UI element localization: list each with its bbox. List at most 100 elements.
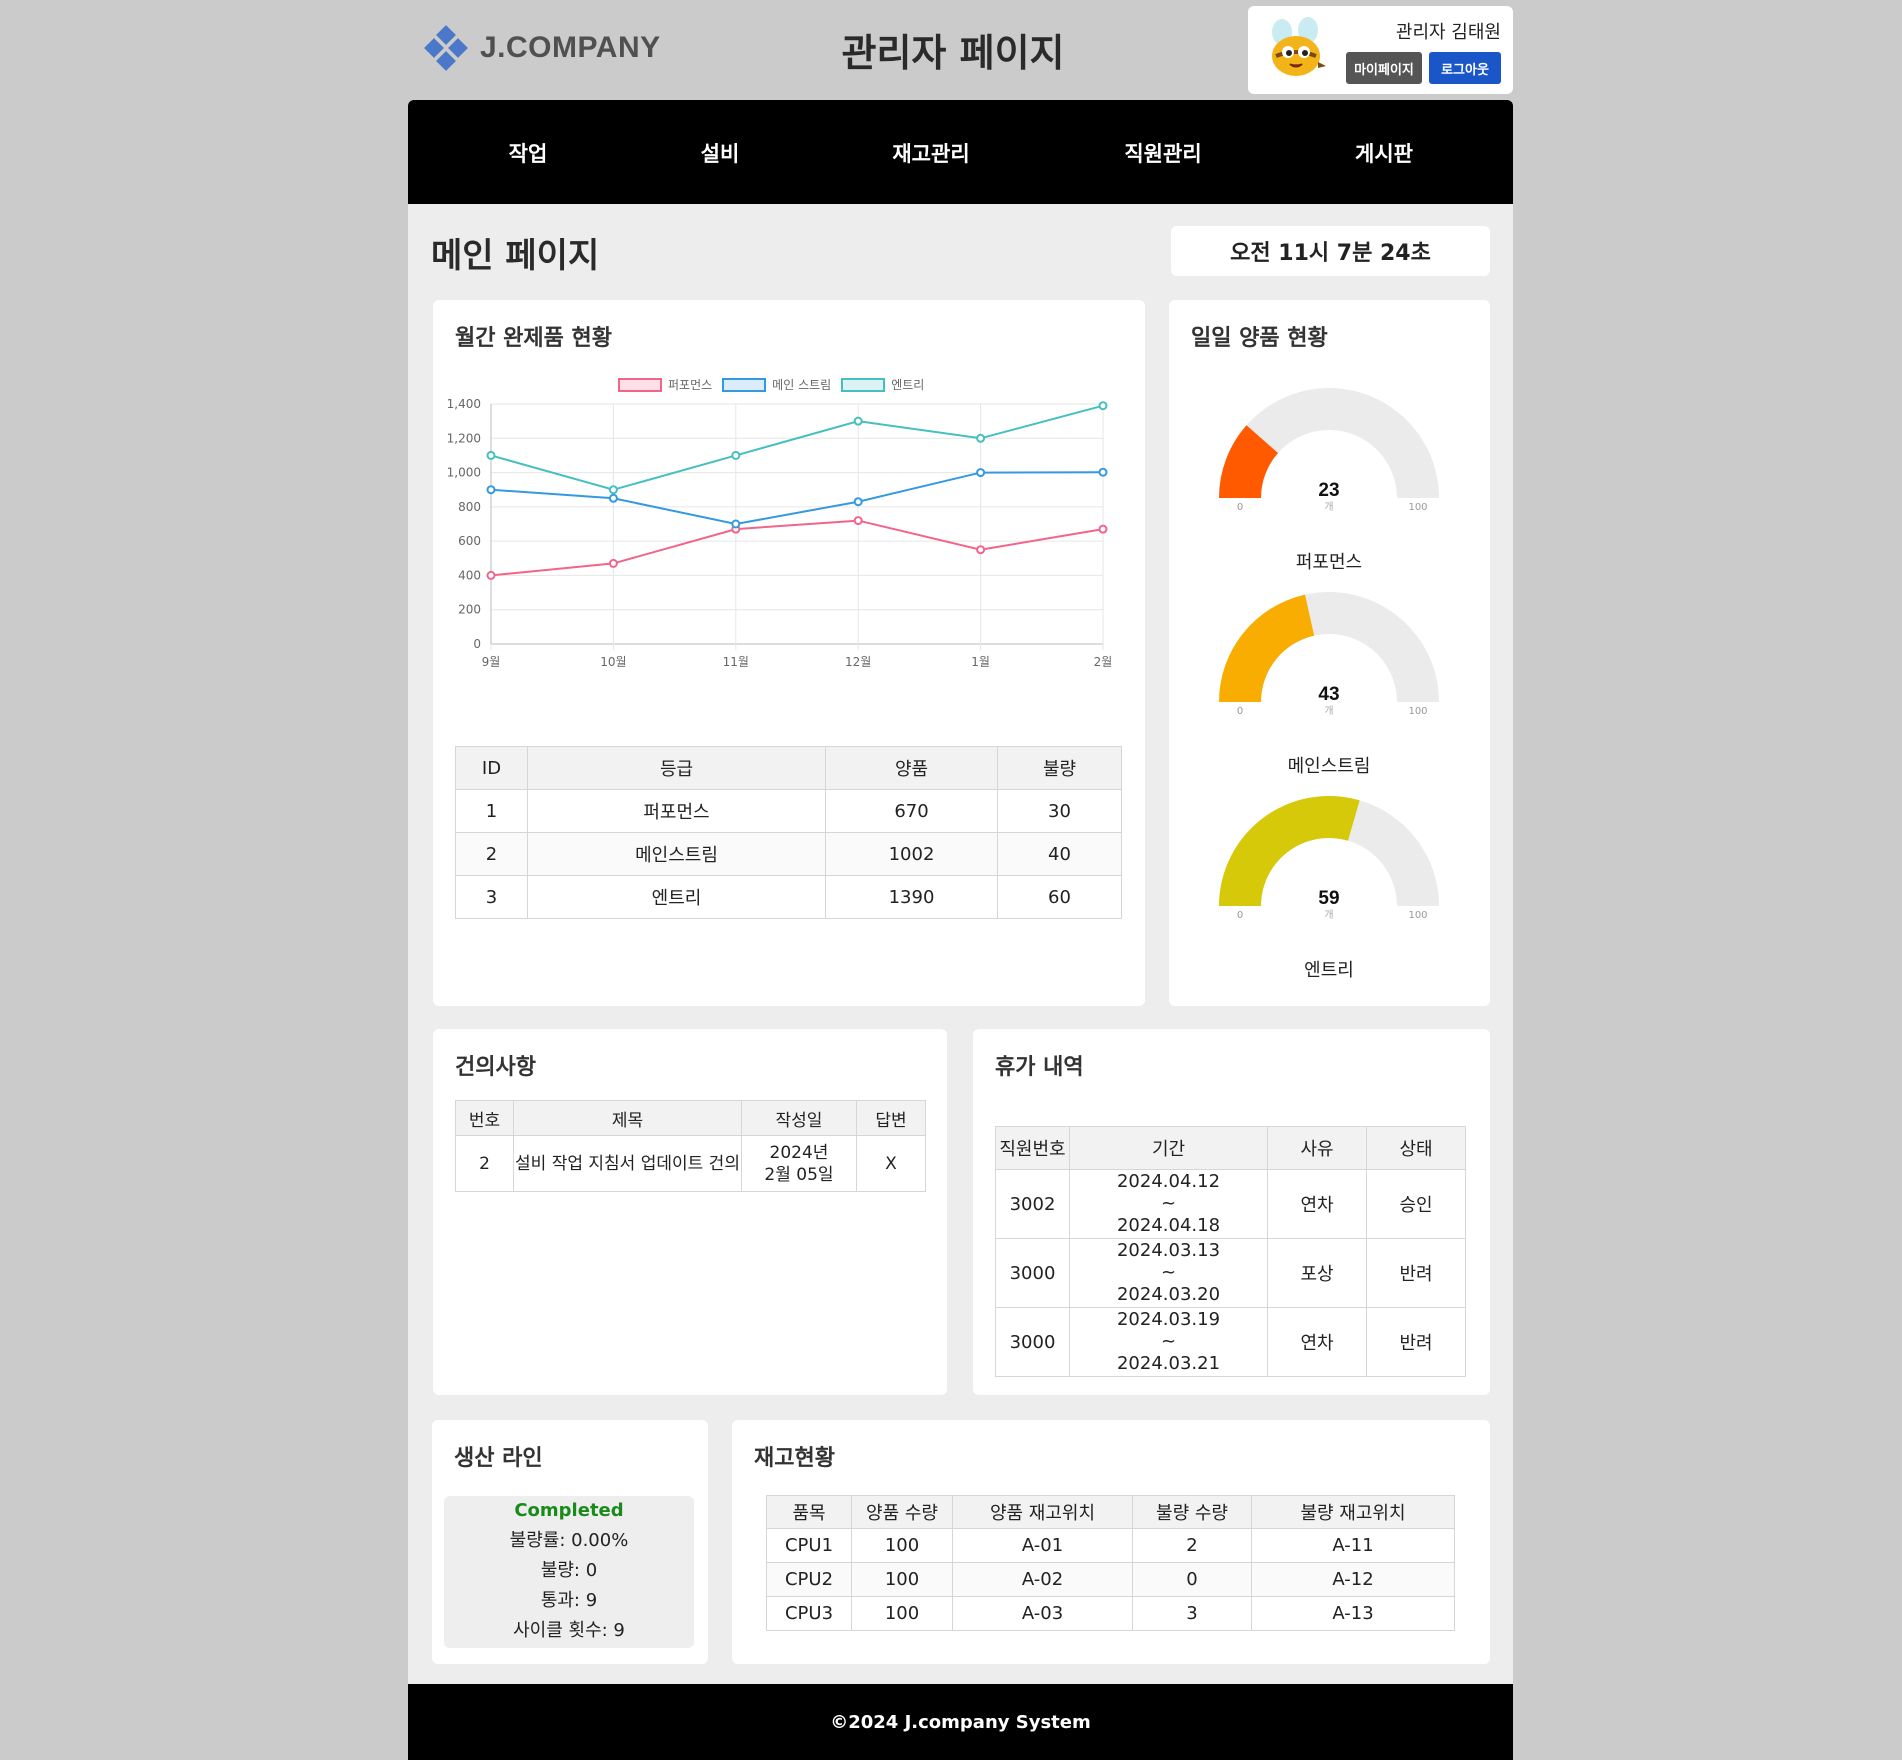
nav-item-inventory[interactable]: 재고관리 — [892, 142, 970, 166]
inventory-title: 재고현황 — [754, 1446, 835, 1471]
gauge-min: 0 — [1237, 706, 1243, 717]
cell: A-12 — [1251, 1562, 1455, 1597]
avatar — [1272, 17, 1326, 76]
date-line: 2월 05일 — [764, 1164, 834, 1185]
table-row: 1 퍼포먼스 670 30 — [455, 789, 1122, 833]
th-id: ID — [455, 746, 528, 790]
series-line-2 — [490, 404, 1104, 491]
user-name: 관리자 김태원 — [1395, 22, 1501, 43]
period-sep: ~ — [1160, 1193, 1177, 1214]
production-line-card: 생산 라인 Completed 불량률: 0.00% 불량: 0 통과: 9 사… — [432, 1420, 708, 1664]
cell: A-03 — [952, 1596, 1133, 1631]
gauge-min: 0 — [1237, 910, 1243, 921]
cycle-count: 사이클 횟수: 9 — [513, 1620, 625, 1641]
table-row: 2 메인스트림 1002 40 — [455, 832, 1122, 876]
y-tick-label: 200 — [458, 603, 481, 617]
cell: 2024.03.19 ~ 2024.03.21 — [1069, 1307, 1268, 1377]
table-row: 3002 2024.04.12 ~ 2024.04.18 연차 승인 — [995, 1169, 1466, 1239]
gauge-fill — [1219, 796, 1360, 906]
cell: CPU2 — [766, 1562, 852, 1597]
logo[interactable]: J.COMPANY — [424, 25, 661, 71]
gauge-value: 59 — [1318, 888, 1339, 909]
cell: 3 — [455, 875, 528, 919]
data-point — [731, 450, 741, 460]
period-sep: ~ — [1160, 1331, 1177, 1352]
main-nav: 작업 설비 재고관리 직원관리 게시판 — [408, 100, 1513, 204]
data-point — [976, 468, 986, 478]
th-emp-id: 직원번호 — [995, 1126, 1070, 1170]
mypage-button[interactable]: 마이페이지 — [1346, 52, 1422, 84]
data-point — [976, 433, 986, 443]
data-point — [853, 497, 863, 507]
logo-text: J.COMPANY — [480, 31, 661, 64]
suggestion-title-link[interactable]: 설비 작업 지침서 업데이트 건의 — [513, 1135, 742, 1192]
cell: 670 — [825, 789, 998, 833]
cell: 메인스트림 — [527, 832, 826, 876]
gauge-label-mainstream: 메인스트림 — [1287, 756, 1371, 777]
period-end: 2024.03.21 — [1116, 1353, 1221, 1374]
th-reason: 사유 — [1267, 1126, 1367, 1170]
header: J.COMPANY 관리자 페이지 관리자 김태원 마이페이지 로그아웃 — [408, 0, 1513, 100]
th-item: 품목 — [766, 1495, 852, 1529]
monthly-card: 월간 완제품 현황 퍼포먼스 메인 스트림 엔트리 0 200 400 600 800 1… — [433, 300, 1145, 1006]
nav-item-board[interactable]: 게시판 — [1355, 142, 1413, 166]
cell: 3 — [1132, 1596, 1252, 1631]
data-point — [731, 519, 741, 529]
cell: 2024.03.13 ~ 2024.03.20 — [1069, 1238, 1268, 1308]
period-end: 2024.04.18 — [1116, 1215, 1221, 1236]
gauge-max: 100 — [1408, 910, 1427, 921]
daily-title: 일일 양품 현황 — [1191, 326, 1328, 351]
gauge-max: 100 — [1408, 706, 1427, 717]
table-row: CPU3 100 A-03 3 A-13 — [766, 1596, 1455, 1631]
cell: 1390 — [825, 875, 998, 919]
data-point — [608, 558, 618, 568]
table-row[interactable]: 2 설비 작업 지침서 업데이트 건의 2024년 2월 05일 X — [455, 1135, 926, 1192]
y-tick-label: 600 — [458, 534, 481, 548]
nav-item-equipment[interactable]: 설비 — [700, 142, 740, 166]
y-tick-label: 1,400 — [447, 397, 481, 411]
legend-swatch-mainstream[interactable] — [722, 377, 767, 392]
legend-swatch-performance[interactable] — [618, 377, 662, 392]
cell: 반려 — [1366, 1307, 1466, 1377]
cell: A-01 — [952, 1528, 1133, 1563]
gauge-value: 23 — [1318, 480, 1339, 501]
footer: ©2024 J.company System — [408, 1684, 1513, 1760]
monthly-title: 월간 완제품 현황 — [455, 326, 612, 351]
vacation-table: 직원번호 기간 사유 상태 3002 2024.04.12 ~ 2024.04.… — [995, 1126, 1466, 1377]
cell: 퍼포먼스 — [527, 789, 826, 833]
cell: 2024년 2월 05일 — [741, 1135, 857, 1192]
monthly-line-chart: 0 200 400 600 800 1,000 1,200 1,400 9월 10월 11월 12월 1… — [447, 397, 1113, 669]
page-frame: J.COMPANY 관리자 페이지 관리자 김태원 마이페이지 로그아웃 작업 … — [408, 0, 1513, 1760]
cell: 2024.04.12 ~ 2024.04.18 — [1069, 1169, 1268, 1239]
cell: 100 — [851, 1596, 953, 1631]
cell: 승인 — [1366, 1169, 1466, 1239]
x-tick-label: 2월 — [1094, 655, 1113, 669]
cell: CPU1 — [766, 1528, 852, 1563]
period-start: 2024.04.12 — [1116, 1171, 1221, 1192]
th-period: 기간 — [1069, 1126, 1268, 1170]
table-row: 3000 2024.03.13 ~ 2024.03.20 포상 반려 — [995, 1238, 1466, 1308]
suggestions-table: 번호 제목 작성일 답변 2 설비 작업 지침서 업데이트 건의 2024년 2… — [455, 1100, 926, 1192]
gauge-label-performance: 퍼포먼스 — [1295, 552, 1363, 573]
th-good-qty: 양품 수량 — [851, 1495, 953, 1529]
page-title: 메인 페이지 — [431, 236, 600, 276]
cell: 연차 — [1267, 1169, 1367, 1239]
logo-icon — [424, 25, 468, 71]
cell: 엔트리 — [527, 875, 826, 919]
nav-item-work[interactable]: 작업 — [508, 142, 548, 166]
gauge-track — [1219, 388, 1439, 498]
logout-button[interactable]: 로그아웃 — [1429, 52, 1501, 84]
th-date: 작성일 — [741, 1100, 857, 1136]
nav-item-staff[interactable]: 직원관리 — [1124, 142, 1202, 166]
series-line-1 — [490, 471, 1104, 526]
cell: 0 — [1132, 1562, 1252, 1597]
cell: 60 — [997, 875, 1122, 919]
cell: 1002 — [825, 832, 998, 876]
table-row: CPU1 100 A-01 2 A-11 — [766, 1528, 1455, 1563]
y-tick-label: 400 — [458, 568, 481, 582]
data-point — [608, 485, 618, 495]
table-row: CPU2 100 A-02 0 A-12 — [766, 1562, 1455, 1597]
data-point — [608, 493, 618, 503]
legend-swatch-entry[interactable] — [841, 377, 886, 392]
y-tick-label: 800 — [458, 500, 481, 514]
